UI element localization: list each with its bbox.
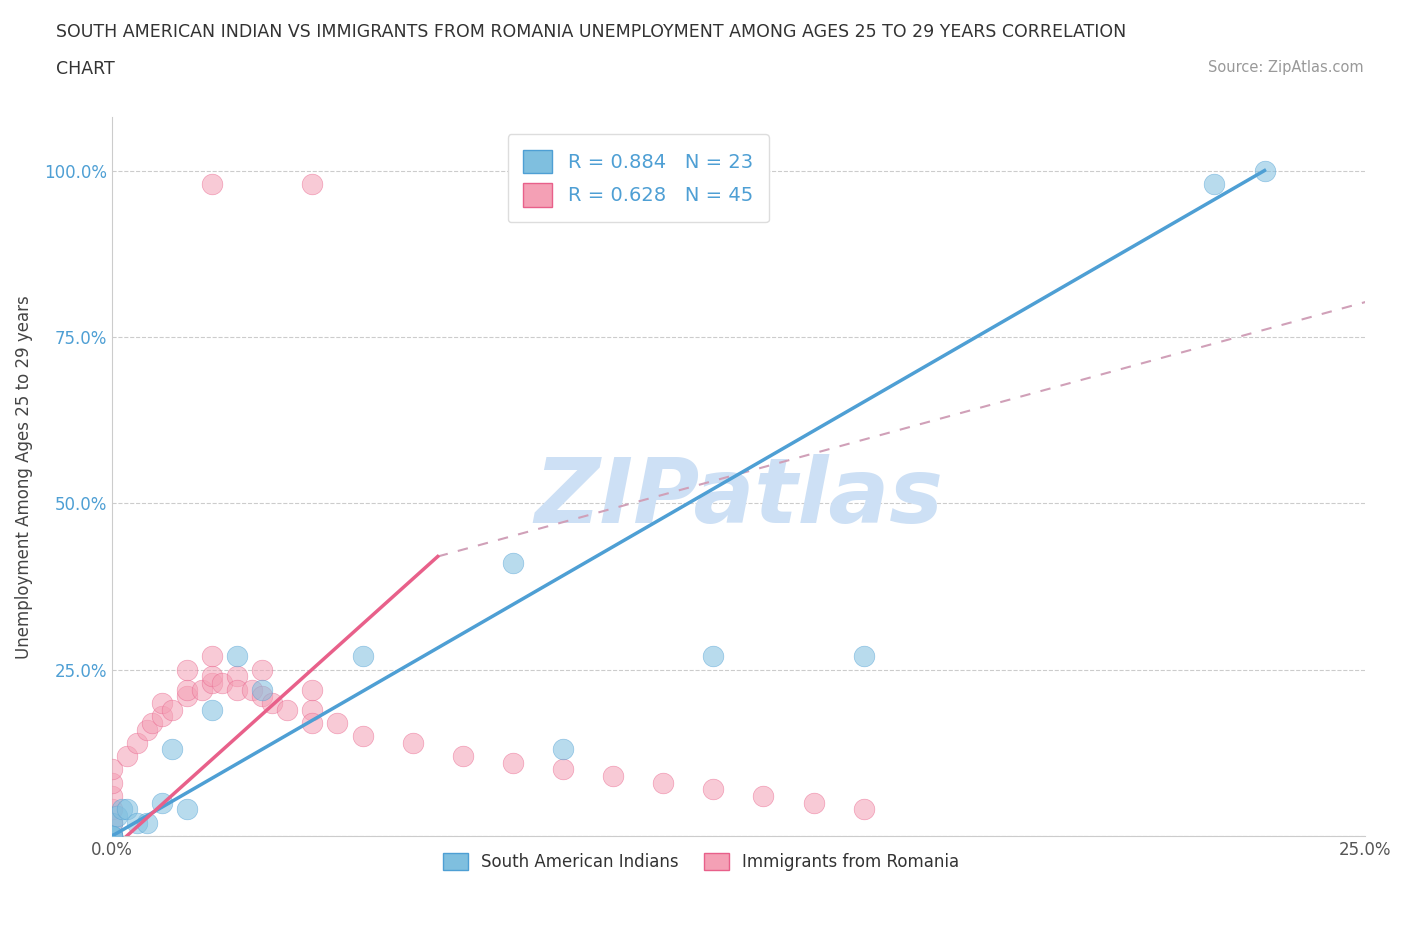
Point <box>252 683 274 698</box>
Legend: South American Indians, Immigrants from Romania: South American Indians, Immigrants from … <box>436 846 966 878</box>
Point <box>101 829 124 844</box>
Text: SOUTH AMERICAN INDIAN VS IMMIGRANTS FROM ROMANIA UNEMPLOYMENT AMONG AGES 25 TO 2: SOUTH AMERICAN INDIAN VS IMMIGRANTS FROM… <box>56 23 1126 41</box>
Point <box>105 808 128 823</box>
Point <box>150 795 173 810</box>
Point <box>136 722 159 737</box>
Point <box>401 736 423 751</box>
Point <box>191 683 214 698</box>
Point <box>262 696 284 711</box>
Point <box>101 829 124 844</box>
Point <box>252 662 274 677</box>
Point <box>201 669 224 684</box>
Point <box>352 729 374 744</box>
Point <box>502 556 524 571</box>
Text: Source: ZipAtlas.com: Source: ZipAtlas.com <box>1208 60 1364 75</box>
Point <box>101 829 124 844</box>
Point <box>141 715 163 730</box>
Point <box>226 649 249 664</box>
Point <box>301 702 323 717</box>
Point <box>136 816 159 830</box>
Point <box>101 829 124 844</box>
Point <box>160 742 183 757</box>
Point <box>101 789 124 804</box>
Point <box>326 715 349 730</box>
Point <box>201 649 224 664</box>
Point <box>451 749 474 764</box>
Point <box>111 802 134 817</box>
Point <box>101 802 124 817</box>
Point <box>101 816 124 830</box>
Point <box>301 683 323 698</box>
Point <box>502 755 524 770</box>
Point <box>226 669 249 684</box>
Point <box>226 683 249 698</box>
Text: ZIPatlas: ZIPatlas <box>534 454 943 542</box>
Point <box>201 177 224 192</box>
Point <box>301 177 323 192</box>
Point <box>852 802 875 817</box>
Point <box>252 689 274 704</box>
Point <box>125 816 148 830</box>
Point <box>150 696 173 711</box>
Point <box>101 762 124 777</box>
Point <box>1253 163 1275 178</box>
Point <box>752 789 775 804</box>
Point <box>551 742 574 757</box>
Point <box>115 749 138 764</box>
Point <box>160 702 183 717</box>
Point <box>101 829 124 844</box>
Point <box>352 649 374 664</box>
Point <box>852 649 875 664</box>
Point <box>176 662 198 677</box>
Point <box>702 782 724 797</box>
Point <box>276 702 298 717</box>
Point <box>803 795 825 810</box>
Point <box>652 776 675 790</box>
Point <box>101 829 124 844</box>
Point <box>176 689 198 704</box>
Point <box>176 683 198 698</box>
Point <box>1204 177 1226 192</box>
Point <box>301 715 323 730</box>
Point <box>150 709 173 724</box>
Point <box>125 736 148 751</box>
Point <box>551 762 574 777</box>
Point <box>101 816 124 830</box>
Point <box>101 829 124 844</box>
Point <box>201 675 224 690</box>
Point <box>201 702 224 717</box>
Y-axis label: Unemployment Among Ages 25 to 29 years: Unemployment Among Ages 25 to 29 years <box>15 295 32 658</box>
Point <box>176 802 198 817</box>
Point <box>602 769 624 784</box>
Point <box>211 675 233 690</box>
Point <box>115 802 138 817</box>
Point <box>702 649 724 664</box>
Text: CHART: CHART <box>56 60 115 78</box>
Point <box>101 776 124 790</box>
Point <box>240 683 263 698</box>
